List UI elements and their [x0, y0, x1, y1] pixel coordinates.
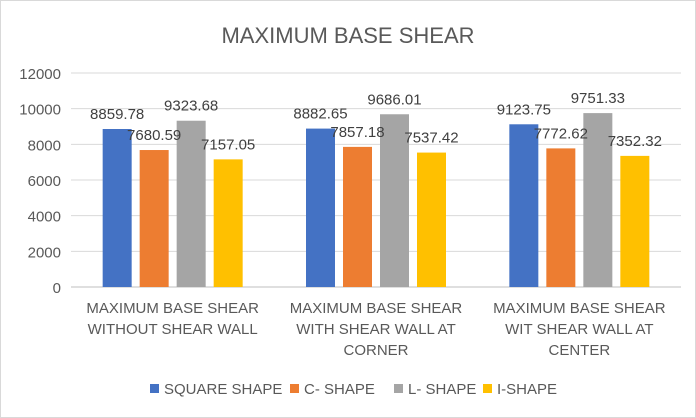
data-label: 9323.68 [164, 98, 218, 115]
x-tick-label: MAXIMUM BASE SHEAR WIT SHEAR WALL AT CENTE… [493, 300, 666, 359]
legend-label: C- SHAPE [304, 381, 375, 398]
legend-swatch [290, 384, 299, 393]
x-tick-label: MAXIMUM BASE SHEAR WITHOUT SHEAR WALL [86, 300, 259, 338]
data-label: 9123.75 [497, 101, 551, 118]
data-label: 7772.62 [534, 125, 588, 142]
y-tick-label: 2000 [28, 244, 61, 261]
data-label: 8882.65 [293, 106, 347, 123]
y-tick-label: 10000 [19, 102, 61, 119]
bar [509, 124, 539, 287]
bar [343, 146, 372, 287]
y-axis: 0 2000 4000 6000 8000 10000 12000 [19, 66, 61, 297]
bar [620, 155, 650, 287]
y-tick-label: 6000 [28, 173, 61, 190]
y-tick-label: 8000 [28, 137, 61, 154]
legend-swatch [394, 384, 403, 393]
data-label: 9686.01 [367, 91, 421, 108]
data-label: 7537.42 [404, 130, 458, 147]
x-tick-label: MAXIMUM BASE SHEAR WITH SHEAR WALL AT CORN… [290, 300, 463, 359]
y-tick-label: 4000 [28, 209, 61, 226]
bar [102, 129, 132, 287]
data-label: 7857.18 [330, 124, 384, 141]
legend-swatch [483, 384, 492, 393]
gridlines [71, 72, 681, 288]
legend-label: SQUARE SHAPE [164, 381, 282, 398]
y-tick-label: 0 [53, 280, 61, 297]
bars [102, 113, 650, 288]
data-label: 7157.05 [201, 136, 255, 153]
data-label: 7352.32 [608, 133, 662, 150]
bar [176, 120, 206, 287]
x-axis: MAXIMUM BASE SHEAR WITHOUT SHEAR WALL MAXI… [86, 300, 665, 359]
data-label: 9751.33 [571, 90, 625, 107]
chart-title: MAXIMUM BASE SHEAR [221, 23, 474, 48]
bar [583, 113, 613, 287]
bar [213, 159, 243, 287]
legend-label: I-SHAPE [497, 381, 557, 398]
data-label: 7680.59 [127, 127, 181, 144]
data-label: 8859.78 [90, 106, 144, 123]
data-labels: 8859.78 8882.65 9123.75 7680.59 7857.18 7772.… [90, 90, 662, 153]
legend-swatch [150, 384, 159, 393]
legend: SQUARE SHAPE C- SHAPE L- SHAPE I-SHAPE [150, 381, 557, 398]
legend-label: L- SHAPE [408, 381, 476, 398]
bar [417, 152, 446, 287]
bar [306, 128, 335, 287]
bar [139, 150, 169, 287]
y-tick-label: 12000 [19, 66, 61, 83]
bar [380, 114, 409, 288]
bar [546, 148, 576, 287]
